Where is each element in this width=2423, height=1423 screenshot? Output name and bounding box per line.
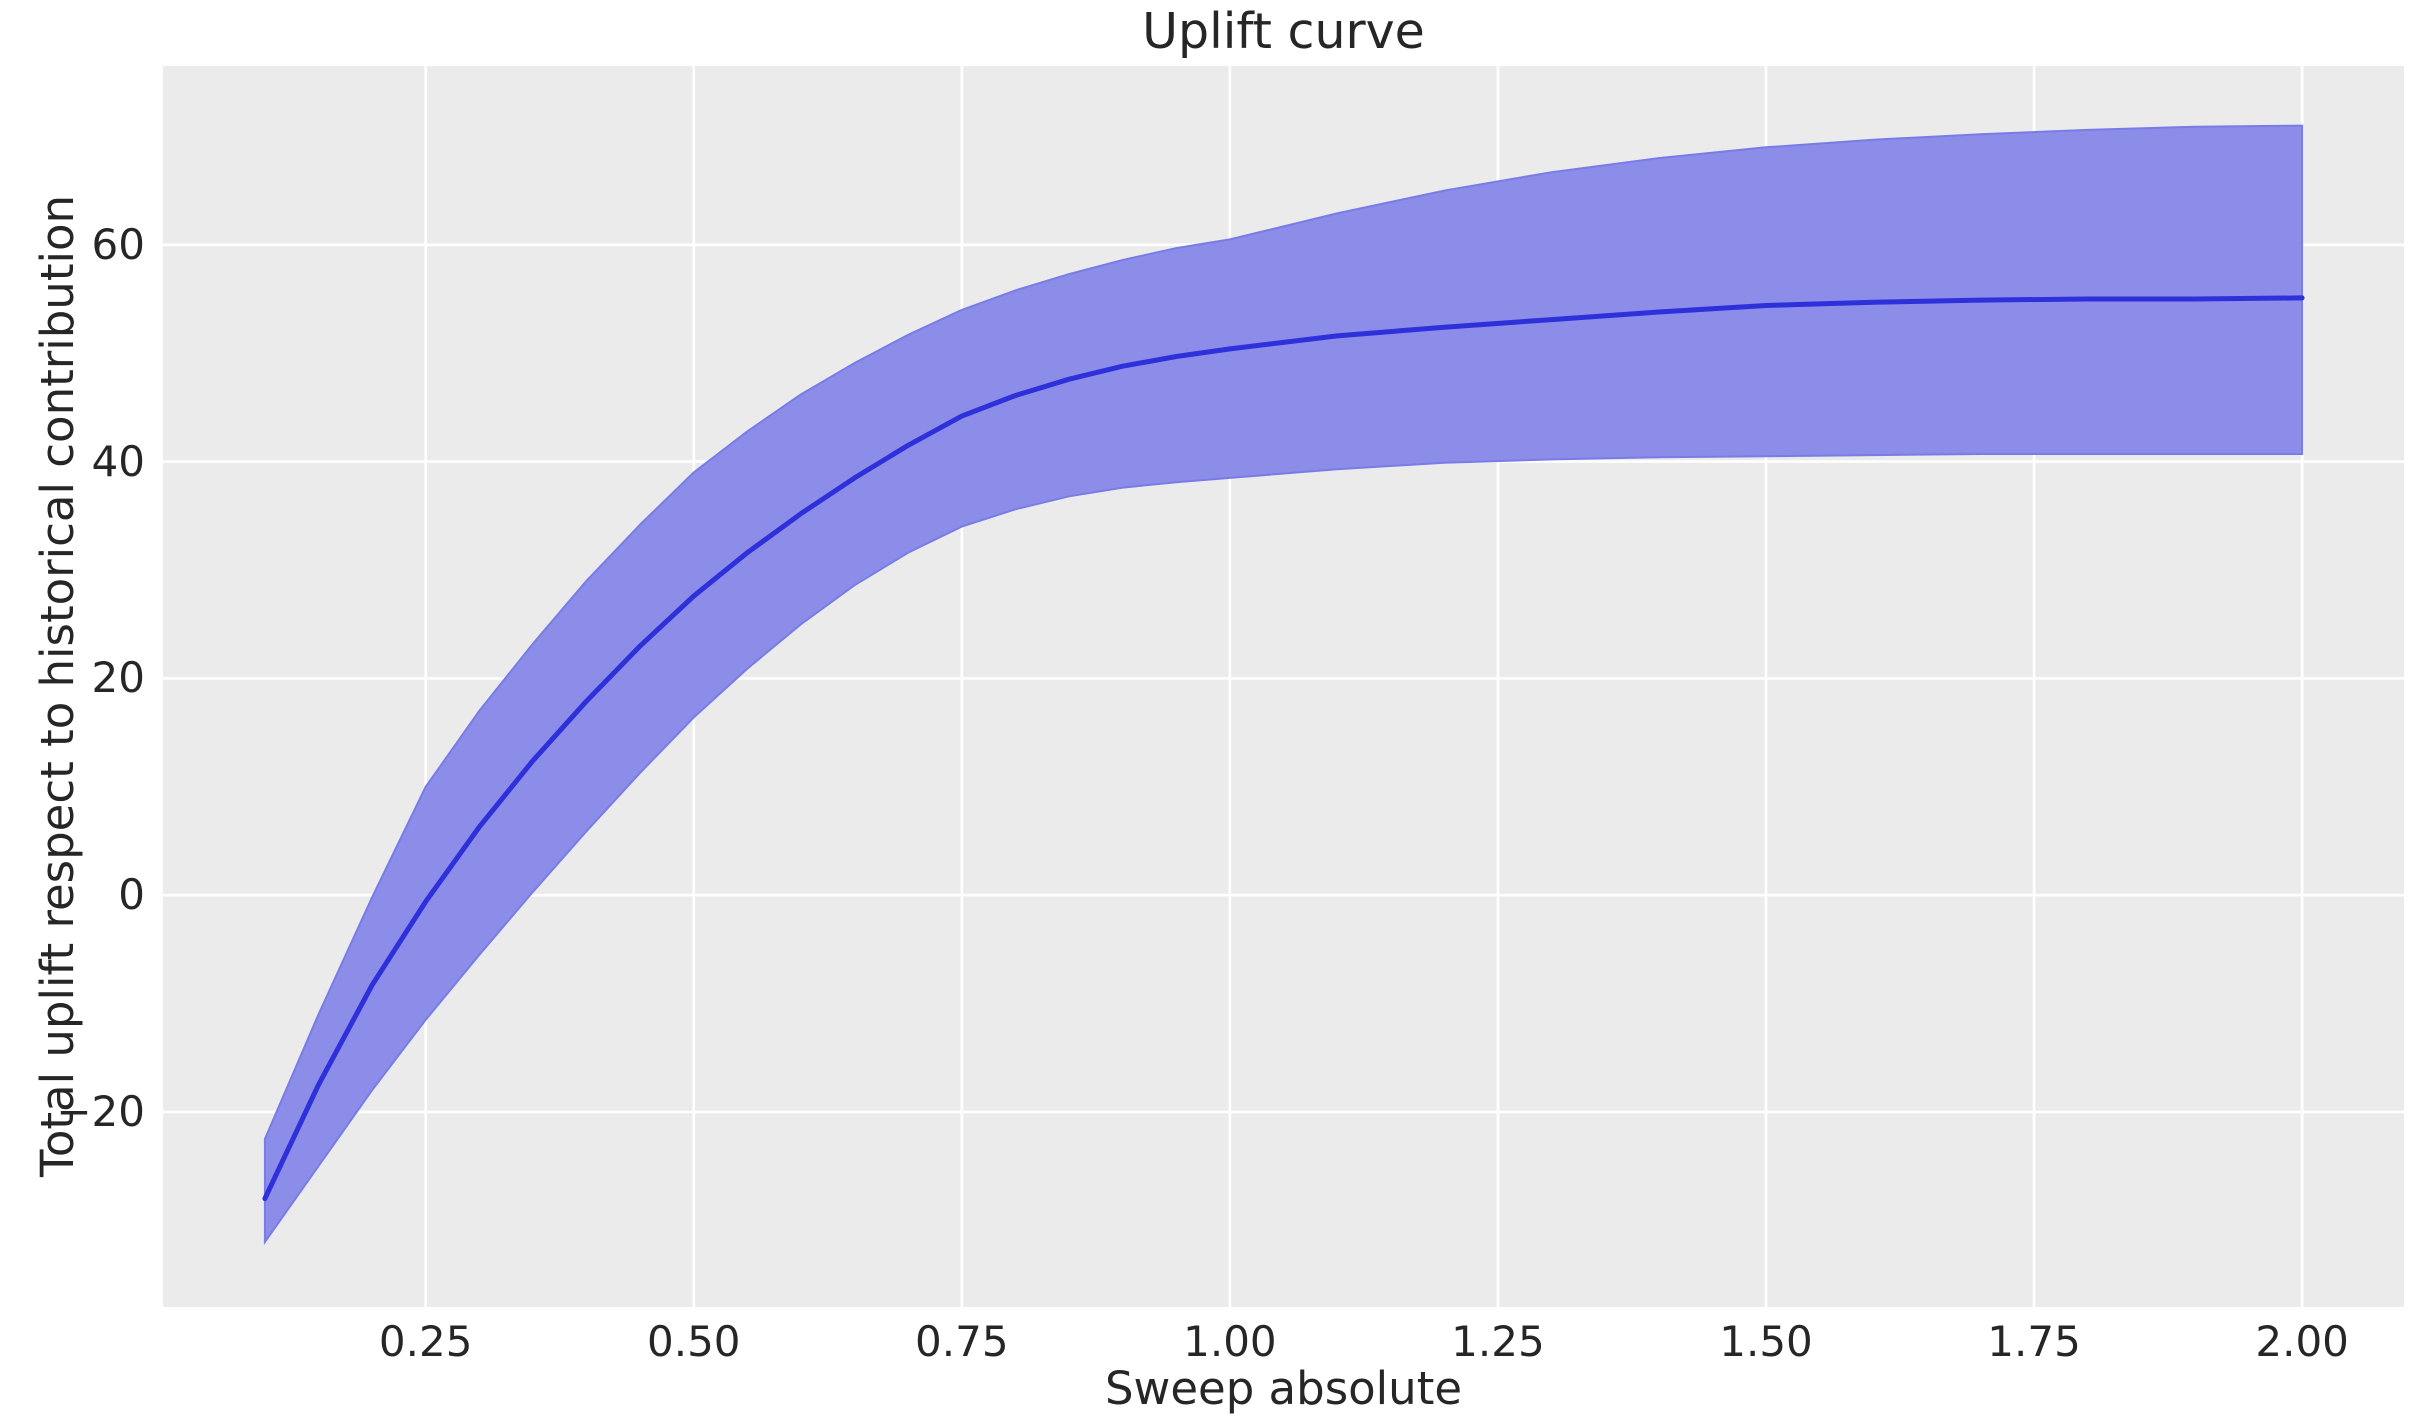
chart-title: Uplift curve xyxy=(1142,3,1425,60)
x-tick-label: 1.00 xyxy=(1183,1317,1277,1366)
x-tick-label: 0.75 xyxy=(915,1317,1009,1366)
x-tick-label: 0.25 xyxy=(378,1317,473,1366)
y-tick-label: 0 xyxy=(118,870,145,920)
y-tick-label: 20 xyxy=(91,653,145,703)
y-tick-label: −20 xyxy=(56,1086,145,1136)
y-tick-label: 40 xyxy=(91,436,145,486)
x-tick-label: 0.50 xyxy=(646,1317,741,1366)
uplift-chart-canvas xyxy=(163,66,2404,1307)
x-tick-label: 2.00 xyxy=(2255,1317,2349,1366)
plot-area xyxy=(163,66,2404,1307)
x-axis-label: Sweep absolute xyxy=(1104,1362,1463,1415)
confidence-band xyxy=(263,124,2304,1246)
y-tick-label: 60 xyxy=(91,219,145,269)
uplift-line xyxy=(262,295,2305,1202)
x-tick-label: 1.25 xyxy=(1451,1317,1545,1366)
x-tick-label: 1.50 xyxy=(1719,1317,1813,1366)
x-tick-label: 1.75 xyxy=(1987,1317,2081,1366)
